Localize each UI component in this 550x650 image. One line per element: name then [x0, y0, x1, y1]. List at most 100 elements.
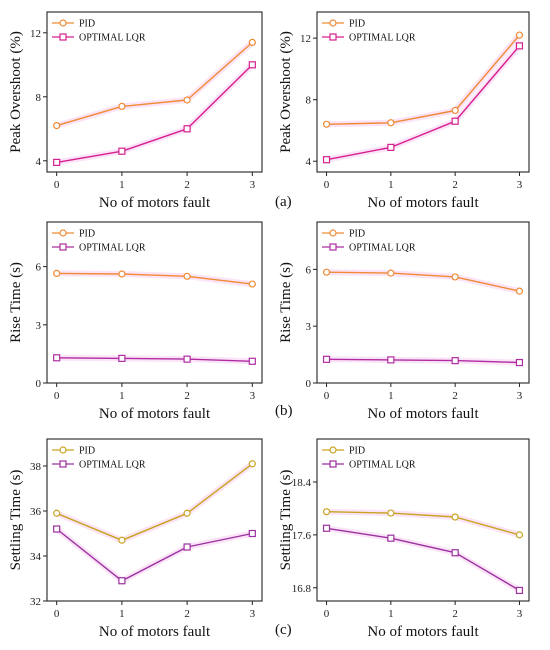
chart-0-series-1-line [56, 64, 253, 164]
chart-5-series-1-point [515, 586, 524, 595]
chart-4-legend-1-label: OPTIMAL LQR [79, 460, 146, 471]
chart-2-frame [46, 221, 263, 384]
chart-0-ylabel: Peak Overshoot (%) [8, 31, 24, 153]
chart-3-series-1-point [387, 356, 395, 364]
chart-3-xtick-label: 1 [388, 390, 394, 402]
chart-1-xtick-label: 2 [452, 179, 458, 191]
chart-5-ytick-label: 16.8 [292, 583, 312, 595]
chart-5-legend-0-label: PID [349, 446, 365, 457]
chart-5-series-0-line [326, 511, 520, 536]
chart-5-series-0-point [451, 513, 459, 521]
chart-2-ytick-label: 6 [36, 262, 42, 274]
chart-1-xlabel: No of motors fault [367, 195, 479, 211]
chart-2-series-0-point [183, 272, 191, 280]
chart-0-xlabel: No of motors fault [99, 195, 211, 211]
chart-5-ylabel: Settling Time (s) [278, 470, 294, 571]
chart-1-series-0-point [515, 31, 524, 39]
chart-4-ytick-label: 32 [30, 596, 41, 608]
chart-3-legend-1-label: OPTIMAL LQR [349, 243, 416, 254]
chart-0-series-0-point [248, 38, 256, 47]
chart-4-xtick-label: 0 [54, 608, 60, 620]
chart-5-xtick-label: 1 [388, 608, 394, 620]
chart-3-series-1-point [322, 355, 331, 363]
chart-1-xtick-label: 0 [324, 179, 330, 191]
chart-1-xtick-label: 1 [388, 179, 394, 191]
chart-2-series-0-point [248, 280, 256, 288]
chart-3-series-1-point [515, 358, 524, 367]
chart-2-series-1-line [56, 357, 253, 362]
chart-3-series-0-point [515, 287, 524, 295]
chart-1-series-0-line [326, 34, 521, 125]
chart-2-xtick-label: 1 [119, 390, 125, 402]
chart-4-series-0-point [53, 509, 61, 517]
chart-5-frame [316, 438, 530, 602]
chart-4-series-0-point [248, 460, 256, 468]
chart-4-legend-1-marker [59, 460, 67, 468]
panel-label-a: (a) [275, 194, 292, 210]
chart-0-series-1-point [118, 147, 126, 155]
chart-3-frame [316, 221, 530, 384]
chart-0-xtick-label: 1 [119, 179, 125, 191]
chart-4-legend-0-label: PID [79, 446, 95, 457]
chart-4-frame [46, 438, 263, 602]
chart-5-series-1-point [451, 549, 459, 557]
chart-0-legend-0-label: PID [79, 19, 95, 30]
chart-4-series-1-shadow [54, 526, 253, 584]
chart-5-series-0-point [515, 531, 524, 539]
chart-4-series-1-point [53, 525, 61, 533]
chart-1-series-0-point [451, 106, 459, 115]
chart-1-xtick-label: 3 [517, 179, 523, 191]
chart-0-series-0-point [183, 96, 191, 104]
chart-1-legend-1-label: OPTIMAL LQR [349, 33, 416, 44]
chart-0-xtick-label: 3 [250, 179, 256, 191]
chart-5-ytick-label: 18.4 [292, 477, 312, 489]
chart-1-series-1-shadow [325, 43, 522, 163]
chart-1-series-1-point [322, 156, 331, 164]
chart-3-ytick-label: 3 [306, 321, 312, 333]
chart-2-legend-0-marker [59, 229, 67, 237]
chart-4-series-0-shadow [55, 461, 255, 544]
chart-2-series-0-line [56, 272, 253, 285]
chart-0-series-0-shadow [55, 40, 255, 129]
chart-0-series-1-point [53, 158, 61, 166]
chart-3-series-0-point [322, 268, 331, 276]
chart-3-legend-1-marker [329, 243, 337, 251]
chart-0-series-1-point [183, 125, 191, 133]
chart-2-ylabel: Rise Time (s) [8, 262, 24, 343]
chart-1-ytick-label: 12 [300, 33, 311, 45]
chart-1-series-1-point [515, 42, 524, 50]
chart-3-ytick-label: 6 [306, 264, 312, 276]
chart-4-series-1-point [118, 577, 126, 585]
chart-2-series-1-point [53, 354, 61, 362]
chart-2-xtick-label: 2 [184, 390, 190, 402]
chart-2-xtick-label: 3 [250, 390, 256, 402]
chart-3-ytick-label: 0 [306, 378, 312, 390]
chart-0-series-1-point [248, 61, 256, 69]
chart-1-legend-1-marker [329, 33, 337, 41]
chart-4-ytick-label: 36 [30, 506, 42, 518]
chart-0-series-1-shadow [56, 62, 255, 166]
chart-5-series-1-point [322, 524, 331, 532]
chart-0-legend-1-marker [59, 33, 67, 41]
chart-4-series-0-point [118, 536, 126, 544]
chart-2-series-0-point [53, 269, 61, 278]
chart-0-xtick-label: 0 [54, 179, 60, 191]
chart-5-xlabel: No of motors fault [367, 624, 479, 640]
chart-4-xlabel: No of motors fault [99, 624, 211, 640]
chart-1-series-0-point [322, 120, 331, 128]
chart-4-series-1-point [183, 543, 191, 551]
chart-4-ytick-label: 38 [30, 461, 42, 473]
chart-4-series-1-line [56, 528, 253, 582]
chart-3-series-0-line [326, 271, 520, 292]
chart-1-series-1-point [451, 117, 459, 125]
chart-1-frame [316, 11, 530, 173]
chart-1-series-1-point [387, 143, 395, 151]
chart-5-series-0-point [387, 509, 395, 517]
chart-5-xtick-label: 2 [452, 608, 458, 620]
chart-0-series-0-point [53, 121, 61, 130]
chart-0-series-0-point [118, 102, 126, 111]
chart-0-ytick-label: 8 [36, 92, 42, 104]
chart-2-xlabel: No of motors fault [99, 406, 211, 422]
chart-2-ytick-label: 3 [36, 320, 42, 332]
